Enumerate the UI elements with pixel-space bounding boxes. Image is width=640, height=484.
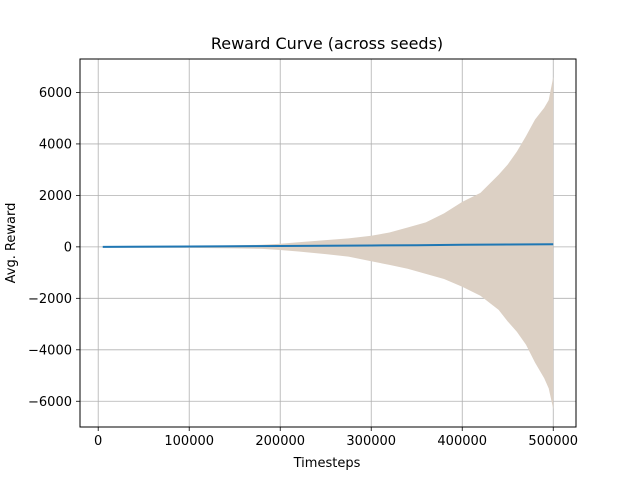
chart-title: Reward Curve (across seeds) xyxy=(211,34,443,53)
y-ticks: −6000 −4000 −2000 0 2000 4000 6000 xyxy=(28,86,80,410)
y-tick-label: 4000 xyxy=(39,137,72,152)
x-tick-label: 200000 xyxy=(255,434,305,449)
y-tick-label: 6000 xyxy=(39,86,72,101)
y-tick-label: 2000 xyxy=(39,189,72,204)
std-band-area xyxy=(102,77,554,409)
x-tick-label: 0 xyxy=(94,434,102,449)
x-axis-label: Timesteps xyxy=(293,456,361,471)
y-tick-label: −6000 xyxy=(28,395,72,410)
y-tick-label: −2000 xyxy=(28,292,72,307)
x-tick-label: 400000 xyxy=(437,434,487,449)
y-tick-label: 0 xyxy=(64,240,72,255)
band-layer xyxy=(102,77,554,409)
x-ticks: 0 100000 200000 300000 400000 500000 xyxy=(94,427,578,449)
x-tick-label: 500000 xyxy=(528,434,578,449)
x-tick-label: 100000 xyxy=(164,434,214,449)
plot-frame xyxy=(79,58,577,428)
y-tick-label: −4000 xyxy=(28,343,72,358)
mean-reward-line xyxy=(102,243,554,248)
x-tick-label: 300000 xyxy=(346,434,396,449)
y-axis-label: Avg. Reward xyxy=(4,203,19,284)
line-layer xyxy=(102,243,554,248)
